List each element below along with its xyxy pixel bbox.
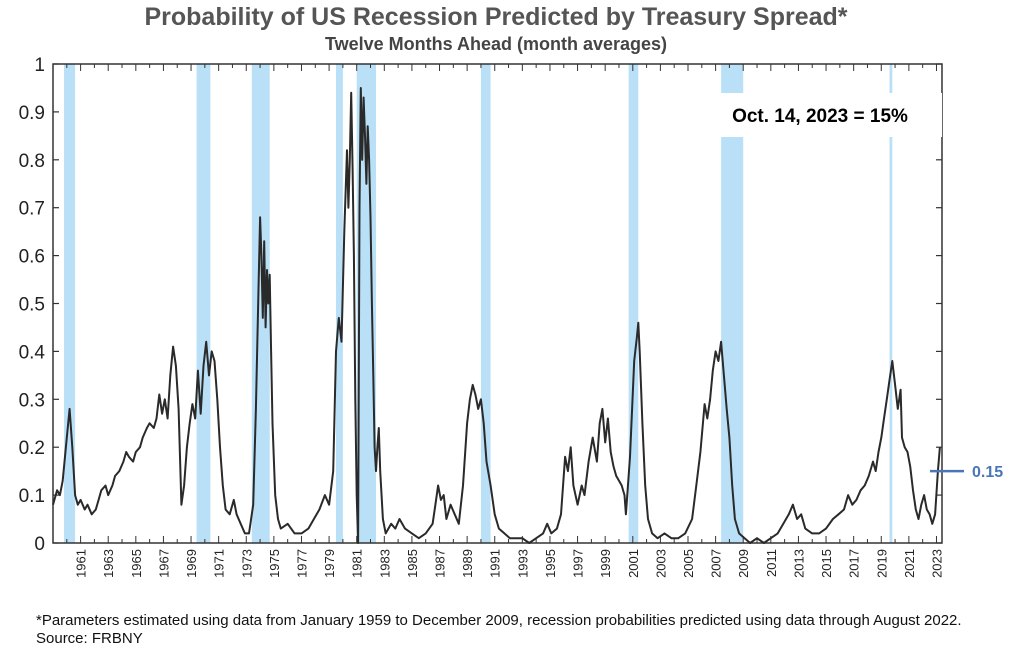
x-tick-label: 2007 [709, 549, 724, 578]
y-tick-label: 0.4 [19, 342, 46, 363]
x-tick-label: 1999 [598, 549, 613, 578]
recession-band-0 [64, 64, 76, 543]
recession-band-8 [889, 64, 893, 543]
recession-band-7 [721, 64, 744, 543]
y-tick-label: 0.1 [19, 486, 45, 507]
x-tick-label: 2015 [819, 549, 834, 578]
x-tick-label: 1987 [433, 549, 448, 578]
y-tick-label: 0.7 [19, 199, 45, 220]
annotation-box [700, 93, 942, 137]
current-value-label: 0.15 [972, 464, 1003, 481]
recession-band-3 [335, 64, 343, 543]
x-tick-label: 1973 [239, 549, 254, 578]
x-tick-label: 1997 [571, 549, 586, 578]
x-tick-label: 1979 [322, 549, 337, 578]
x-axis: 1961 1963 1965 1967 1969 1971 1973 1975 1977 1979… [66, 64, 944, 578]
annotation-text: Oct. 14, 2023 = 15% [732, 106, 908, 127]
x-tick-label: 1989 [460, 549, 475, 578]
x-tick-label: 1969 [184, 549, 199, 578]
x-tick-label: 2005 [681, 549, 696, 578]
x-tick-label: 1995 [543, 549, 558, 578]
recession-probability-chart: Probability of US Recession Predicted by… [19, 3, 1004, 578]
y-tick-label: 0.2 [19, 438, 45, 459]
recession-band-5 [480, 64, 491, 543]
x-tick-label: 2021 [902, 549, 917, 578]
y-tick-label: 0.5 [19, 295, 45, 316]
x-tick-label: 1965 [129, 549, 144, 578]
chart-subtitle: Twelve Months Ahead (month averages) [325, 34, 667, 54]
series-layer [52, 87, 941, 544]
y-tick-label: 0.9 [19, 103, 45, 124]
y-tick-label: 0 [34, 534, 45, 555]
series-line-0 [52, 87, 941, 544]
x-tick-label: 2003 [653, 549, 668, 578]
x-tick-label: 2017 [847, 549, 862, 578]
chart-title: Probability of US Recession Predicted by… [144, 3, 847, 31]
recession-band-1 [196, 64, 211, 543]
x-tick-label: 2023 [929, 549, 944, 578]
y-axis: 0 0.1 0.2 0.3 0.4 0.5 0.6 0.7 0.8 0.9 1 [19, 55, 942, 555]
x-tick-label: 1967 [156, 549, 171, 578]
x-tick-label: 1971 [212, 549, 227, 578]
x-tick-label: 2013 [791, 549, 806, 578]
x-tick-label: 1983 [377, 549, 392, 578]
y-tick-label: 0.3 [19, 390, 45, 411]
x-tick-label: 1981 [350, 549, 365, 578]
x-tick-label: 2009 [736, 549, 751, 578]
x-tick-label: 1975 [267, 549, 282, 578]
recession-band-4 [356, 64, 377, 543]
x-tick-label: 2001 [626, 549, 641, 578]
x-tick-label: 1963 [101, 549, 116, 578]
y-tick-label: 0.8 [19, 151, 45, 172]
footnote: *Parameters estimated using data from Ja… [36, 612, 962, 647]
y-tick-label: 0.6 [19, 247, 45, 268]
x-tick-label: 1993 [515, 549, 530, 578]
recession-band-6 [628, 64, 639, 543]
x-tick-label: 1985 [405, 549, 420, 578]
x-tick-label: 2011 [764, 549, 779, 577]
x-tick-label: 1961 [74, 549, 89, 578]
y-tick-label: 1 [34, 55, 45, 76]
x-tick-label: 2019 [874, 549, 889, 578]
x-tick-label: 1991 [488, 549, 503, 578]
x-tick-label: 1977 [294, 549, 309, 578]
